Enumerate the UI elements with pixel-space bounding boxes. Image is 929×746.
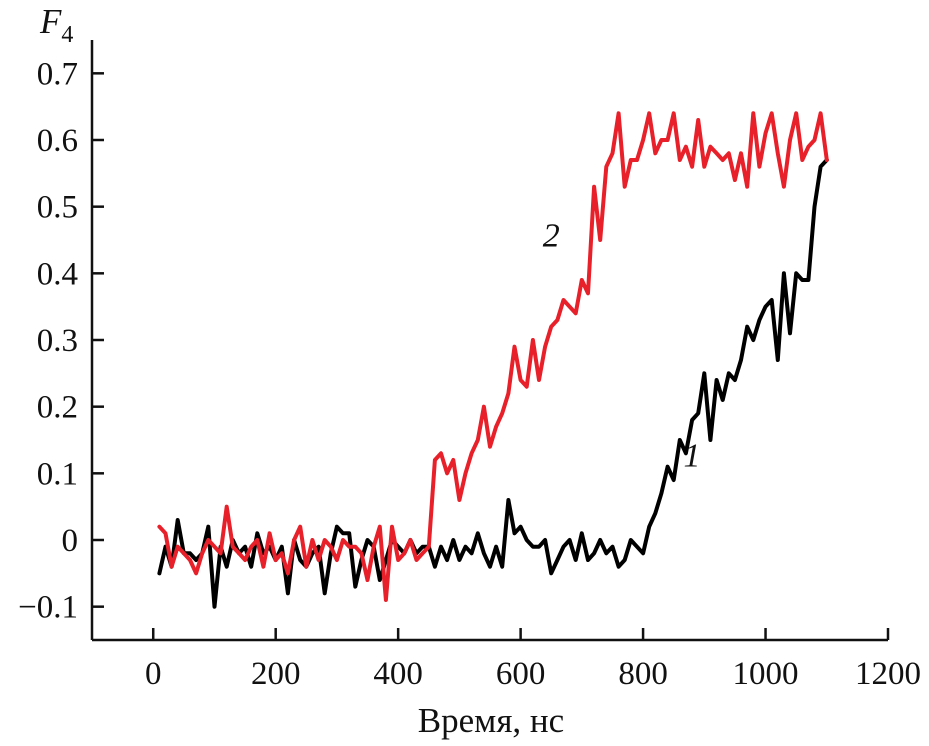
y-tick-label: 0.6	[37, 123, 78, 159]
y-tick-label: 0.3	[37, 323, 78, 359]
x-tick-label: 0	[145, 656, 162, 692]
y-tick-label: 0.2	[37, 390, 78, 426]
x-tick-label: 400	[373, 656, 423, 692]
y-tick-label: 0.5	[37, 190, 78, 226]
y-tick-label: 0.7	[37, 56, 78, 92]
series-line-2	[157, 111, 829, 602]
y-tick-label: 0.1	[37, 456, 78, 492]
x-axis: 0 200 400 600 800 1000 1200	[92, 628, 921, 692]
series-layer: 12	[157, 111, 829, 609]
x-tick-label: 1200	[855, 656, 921, 692]
y-tick-label: −0.1	[18, 590, 78, 626]
x-tick-label: 600	[496, 656, 546, 692]
series-label-1: 1	[684, 438, 701, 475]
y-axis: −0.1 0 0.1 0.2 0.3 0.4 0.5 0.6 0.7	[18, 40, 104, 640]
x-tick-label: 800	[618, 656, 668, 692]
x-tick-label: 1000	[733, 656, 799, 692]
series-label-2: 2	[543, 218, 560, 255]
x-tick-label: 200	[251, 656, 301, 692]
y-axis-title: F4	[39, 2, 73, 48]
y-tick-label: 0	[62, 523, 79, 559]
y-tick-label: 0.4	[37, 256, 78, 292]
x-axis-title: Время, нс	[418, 701, 564, 740]
series-line-1	[157, 158, 829, 609]
